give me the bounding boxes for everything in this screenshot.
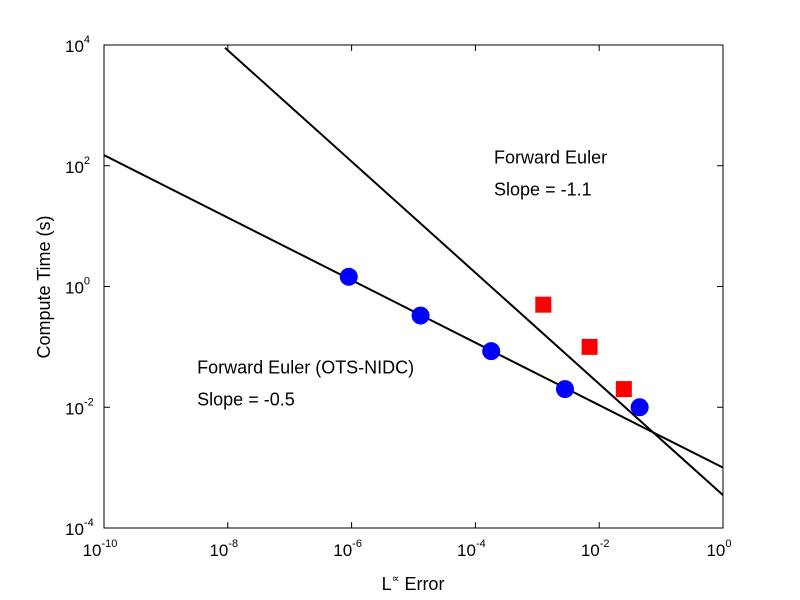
x-axis-title-superscript: ∝	[392, 573, 400, 585]
data-point-circle	[555, 380, 574, 399]
data-point-circle	[339, 267, 358, 286]
y-tick-base: 10	[65, 520, 84, 539]
data-point-square	[615, 381, 632, 398]
y-tick-base: 10	[65, 399, 84, 418]
x-tick-exponent: -8	[228, 538, 238, 550]
x-tick-base: 10	[333, 541, 352, 560]
x-tick-label: 10-8	[209, 538, 238, 560]
y-tick-exponent: 4	[84, 34, 90, 46]
x-tick-base: 10	[457, 541, 476, 560]
x-axis-title: L∝ Error	[382, 573, 445, 594]
x-tick-label: 10-2	[581, 538, 610, 560]
x-tick-base: 10	[209, 541, 228, 560]
data-point-square	[535, 296, 552, 313]
labels-layer: Forward Euler Slope = -1.1 Forward Euler (…	[34, 147, 607, 594]
y-tick-exponent: 0	[84, 276, 90, 288]
x-tick-exponent: -2	[600, 538, 610, 550]
y-tick-base: 10	[65, 37, 84, 56]
ticks-layer: 10-10 10-8 10-6 10-4 10-2 10010-410-210010210…	[65, 34, 732, 560]
y-tick-label: 104	[65, 34, 90, 56]
plot-area	[103, 44, 724, 529]
y-tick-exponent: 2	[84, 155, 90, 167]
x-tick-base: 10	[706, 541, 725, 560]
x-tick-exponent: -4	[476, 538, 486, 550]
annotation-line: Forward Euler	[494, 147, 607, 167]
y-tick-base: 10	[65, 279, 84, 298]
x-tick-exponent: -6	[352, 538, 362, 550]
y-tick-label: 100	[65, 276, 90, 298]
annotation-line: Slope = -1.1	[494, 179, 592, 199]
y-tick-label: 10-2	[65, 396, 94, 418]
x-tick-label: 10-10	[83, 538, 118, 560]
data-point-circle	[630, 398, 649, 417]
x-tick-label: 10-6	[333, 538, 362, 560]
x-tick-label: 10-4	[457, 538, 486, 560]
x-axis-title-rest: Error	[399, 574, 444, 594]
y-tick-exponent: -4	[84, 517, 94, 529]
data-point-square	[581, 338, 598, 355]
annotation-line: Forward Euler (OTS-NIDC)	[197, 358, 414, 378]
y-tick-label: 102	[65, 155, 90, 177]
y-tick-base: 10	[65, 158, 84, 177]
y-axis-title: Compute Time (s)	[34, 215, 54, 358]
x-tick-exponent: 0	[725, 538, 731, 550]
x-tick-base: 10	[83, 541, 102, 560]
annotation-line: Slope = -0.5	[197, 390, 295, 410]
y-tick-label: 10-4	[65, 517, 94, 539]
x-tick-base: 10	[581, 541, 600, 560]
x-tick-label: 100	[706, 538, 731, 560]
y-tick-exponent: -2	[84, 396, 94, 408]
data-point-circle	[482, 342, 501, 361]
points-layer	[339, 267, 649, 417]
x-tick-exponent: -10	[102, 538, 118, 550]
fit-line-series-1	[224, 47, 723, 496]
x-axis-title-base: L	[382, 574, 392, 594]
data-point-circle	[411, 306, 430, 325]
